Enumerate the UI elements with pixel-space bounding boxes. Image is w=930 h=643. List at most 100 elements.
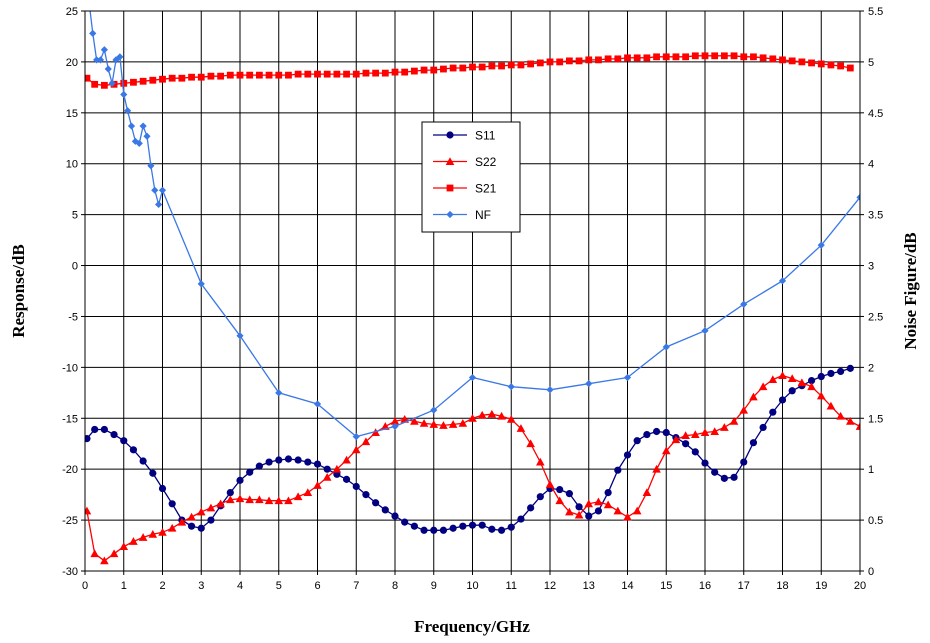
series-s11-point (255, 462, 263, 470)
series-s22-point (448, 420, 458, 428)
series-s22-point (332, 464, 342, 473)
series-nf-point (623, 373, 632, 382)
series-s11-point (197, 524, 205, 532)
series-s21-point (488, 62, 496, 70)
series-s11-point (91, 425, 99, 434)
series-s22-point (691, 430, 700, 439)
series-s11-point (614, 466, 622, 474)
x-tick-label: 7 (353, 580, 359, 592)
series-s22-point (671, 435, 681, 444)
x-tick-label: 4 (237, 580, 243, 592)
series-s11-point (207, 516, 215, 524)
series-nf-point (100, 46, 108, 54)
series-s21-point (595, 56, 602, 64)
series-s22-point (536, 457, 545, 466)
series-nf-point (430, 406, 438, 414)
series-s22-point (85, 506, 92, 515)
series-s11-point (401, 518, 409, 526)
series-s21-point (604, 55, 612, 63)
series-s21-point (556, 58, 564, 66)
series-s22-point (797, 378, 807, 387)
x-tick-label: 15 (660, 580, 672, 592)
legend: S11 S22 S21 NF (421, 121, 521, 233)
series-s11-point (284, 455, 293, 463)
series-s11-point (391, 512, 399, 520)
series-s21-point (662, 53, 670, 61)
series-nf-point (662, 343, 670, 351)
series-nf-point (96, 56, 105, 64)
series-s21-point (546, 58, 554, 66)
series-nf-point (817, 241, 825, 249)
series-nf-line (89, 11, 860, 438)
series-s11-point (652, 427, 661, 436)
x-tick-label: 0 (82, 580, 88, 592)
series-nf-point (701, 327, 709, 335)
series-s22-point (836, 411, 845, 420)
series-s21-point (217, 72, 225, 80)
series-s11-point (711, 468, 719, 476)
legend-item-nf: NF (433, 208, 491, 222)
series-s21-point (701, 52, 709, 60)
legend-label-s11: S11 (475, 129, 496, 143)
series-nf-point (546, 386, 554, 394)
series-s22-point (119, 542, 129, 551)
series-s11-point (381, 506, 389, 514)
x-tick-label: 14 (621, 580, 633, 592)
series-s22-point (187, 512, 196, 521)
series-s21-point (459, 64, 467, 72)
series-s21-point (401, 68, 409, 76)
series-s21-point (188, 73, 195, 81)
series-s22-point (778, 371, 787, 379)
series-nf-point (143, 132, 151, 140)
series-s11-point (430, 526, 438, 534)
series-s11-point (313, 460, 322, 468)
series-s11-point (691, 448, 699, 456)
series-nf-point (93, 56, 101, 64)
y-tick-label: 25 (66, 6, 78, 18)
series-s21-point (207, 72, 215, 80)
series-s21-point (478, 63, 486, 71)
series-s11-point (633, 437, 641, 445)
series-nf-point (112, 56, 120, 64)
series-s11-point (778, 396, 787, 404)
series-s22-point (613, 506, 623, 515)
series-s22-point (729, 417, 739, 425)
series-nf-point (778, 277, 787, 285)
series-s22-point (322, 473, 332, 481)
series-s21-point (265, 71, 273, 79)
series-s22-point (768, 375, 778, 384)
x-tick-label: 8 (392, 580, 398, 592)
y2-tick-label: 3.5 (868, 210, 883, 222)
series-s22-point (516, 424, 526, 432)
series-s22-point (584, 499, 594, 508)
series-s22-point (274, 496, 284, 505)
series-s21-point (100, 81, 108, 89)
series-nf-point (116, 53, 124, 61)
series-s21-point (197, 73, 205, 81)
series-s22-point (487, 409, 497, 418)
series-s21-point (720, 52, 728, 60)
series-nf-point (507, 383, 515, 391)
series-s22-point (351, 445, 361, 454)
series-s21-point (130, 78, 137, 86)
series-s22-point (526, 439, 535, 448)
series-s22-point (439, 421, 448, 429)
series-s11-point (342, 475, 351, 483)
y2-tick-label: 2.5 (868, 311, 883, 323)
series-s22-point (226, 495, 235, 504)
legend-label-s22: S22 (475, 155, 497, 169)
series-s21-point (275, 71, 283, 79)
series-s21-point (517, 61, 525, 69)
legend-item-s21: S21 (433, 182, 497, 196)
series-s22-point (826, 401, 836, 410)
series-s11-point (846, 364, 854, 372)
series-s21-point (527, 60, 535, 68)
legend-marker-s11 (446, 131, 454, 139)
series-s11-point (85, 435, 91, 443)
series-s22-point (206, 503, 216, 512)
series-s11-point (817, 372, 825, 381)
series-s11-point (701, 459, 709, 467)
series-s11-point (575, 503, 583, 511)
series-s21-point (343, 70, 350, 78)
series-s21-point (730, 52, 738, 60)
